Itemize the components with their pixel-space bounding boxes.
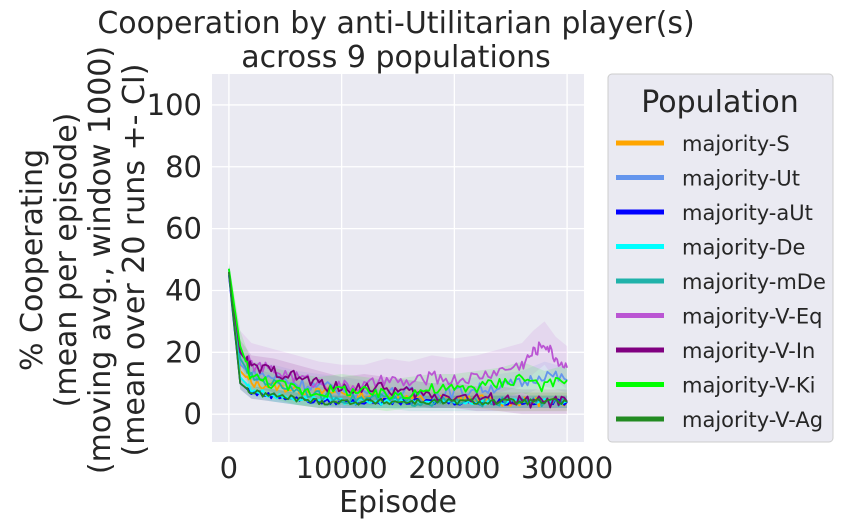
- x-tick-label: 10000: [296, 451, 388, 485]
- series-line-majority-V-Ki: [228, 268, 568, 400]
- ci-band-majority-V-In: [228, 266, 568, 415]
- legend-label: majority-V-Ag: [682, 408, 823, 432]
- grid: [212, 74, 584, 442]
- y-tick-label: 60: [165, 212, 202, 246]
- legend-label: majority-mDe: [682, 270, 826, 294]
- ci-band-majority-V-Eq: [228, 263, 568, 408]
- y-axis-label: % Cooperating (mean per episode) (moving…: [15, 46, 152, 474]
- legend-box: [607, 73, 834, 443]
- series-line-majority-V-In: [228, 271, 568, 409]
- legend-label: majority-S: [682, 132, 790, 156]
- legend-label: majority-aUt: [682, 201, 813, 225]
- y-axis-label-line-1: % Cooperating: [15, 149, 50, 371]
- y-tick-label: 100: [147, 88, 202, 122]
- x-tick-label: 20000: [408, 451, 500, 485]
- x-tick-labels: 0 10000 20000 30000: [220, 451, 614, 485]
- legend-entries: majority-S majority-Ut majority-aUt majorit…: [616, 132, 826, 432]
- legend-label: majority-V-Eq: [682, 305, 822, 329]
- x-tick-label: 0: [220, 451, 238, 485]
- legend: Population majority-Smajority-Utmajority…: [607, 73, 834, 443]
- chart-title-line-2: across 9 populations: [241, 40, 551, 75]
- series-line-majority-V-Eq: [228, 271, 568, 392]
- x-axis-label: Episode: [339, 485, 457, 520]
- legend-label: majority-Ut: [682, 167, 800, 191]
- ci-band-majority-mDe: [228, 268, 568, 412]
- y-axis-label-line-3: (moving avg., window 1000): [83, 46, 118, 474]
- y-tick-labels: 0 20 40 60 80 100: [147, 88, 202, 431]
- ci-band-majority-V-Ki: [228, 262, 568, 412]
- y-tick-label: 80: [165, 150, 202, 184]
- y-tick-label: 0: [184, 397, 202, 431]
- x-tick-label: 30000: [521, 451, 613, 485]
- ci-band-majority-S: [228, 268, 568, 412]
- y-tick-label: 20: [165, 335, 202, 369]
- y-axis-label-line-2: (mean per episode): [49, 113, 84, 408]
- chart-title-line-1: Cooperation by anti-Utilitarian player(s…: [97, 6, 694, 41]
- series-line-majority-V-Ag: [228, 271, 568, 406]
- legend-label: majority-De: [682, 236, 805, 260]
- legend-title: Population: [641, 85, 799, 120]
- y-axis-label-line-4: (mean over 20 runs +- CI): [117, 64, 152, 457]
- legend-label: majority-V-Ki: [682, 374, 815, 398]
- legend-label: majority-V-In: [682, 339, 815, 363]
- series-line-majority-De: [228, 271, 568, 406]
- y-tick-label: 40: [165, 273, 202, 307]
- series-lines: [228, 268, 568, 409]
